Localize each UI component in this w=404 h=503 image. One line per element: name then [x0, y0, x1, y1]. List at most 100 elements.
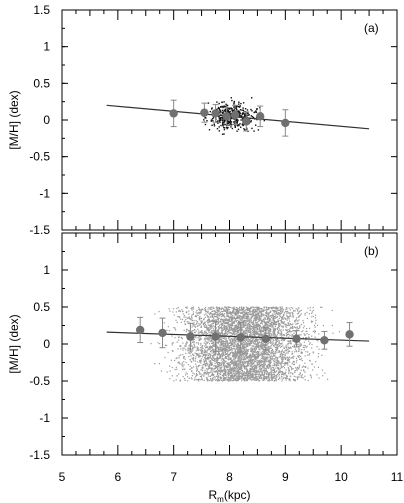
scatter-point	[206, 371, 208, 373]
scatter-point	[245, 331, 248, 333]
scatter-point	[241, 365, 243, 367]
panel-a-y-axis: 1.510.50-0.5-1-1.5	[29, 3, 398, 237]
scatter-point	[273, 373, 275, 375]
scatter-point	[226, 312, 228, 314]
scatter-point	[254, 379, 256, 381]
scatter-point	[221, 324, 223, 327]
scatter-point	[249, 342, 252, 344]
scatter-point	[225, 103, 227, 105]
scatter-point	[211, 346, 214, 349]
scatter-point	[219, 313, 221, 316]
scatter-point	[207, 363, 209, 365]
scatter-point	[199, 375, 202, 378]
scatter-point	[273, 310, 275, 313]
scatter-point	[291, 334, 293, 336]
scatter-point	[239, 115, 242, 117]
scatter-point	[288, 360, 290, 362]
scatter-point	[223, 315, 225, 317]
scatter-point	[315, 361, 317, 363]
scatter-point	[236, 310, 238, 312]
scatter-point	[248, 324, 250, 326]
scatter-point	[271, 349, 274, 351]
scatter-point	[243, 330, 245, 332]
scatter-point	[239, 309, 241, 311]
scatter-point	[177, 361, 179, 364]
scatter-point	[247, 112, 249, 115]
scatter-point	[274, 335, 276, 337]
scatter-point	[216, 311, 218, 314]
scatter-point	[189, 350, 192, 352]
scatter-point	[241, 316, 243, 318]
scatter-point	[280, 365, 282, 367]
scatter-point	[228, 377, 230, 379]
scatter-point	[246, 352, 248, 354]
scatter-point	[239, 360, 241, 362]
scatter-point	[205, 313, 207, 315]
scatter-point	[294, 331, 296, 333]
scatter-point	[218, 326, 220, 328]
scatter-point	[207, 328, 209, 330]
scatter-point	[247, 314, 249, 316]
scatter-point	[262, 369, 264, 371]
scatter-point	[198, 338, 200, 340]
scatter-point	[208, 348, 210, 351]
scatter-point	[220, 348, 222, 350]
scatter-point	[202, 323, 204, 326]
scatter-point	[258, 369, 260, 371]
scatter-point	[249, 311, 251, 313]
scatter-point	[242, 102, 245, 104]
scatter-point	[310, 377, 312, 379]
scatter-point	[267, 309, 269, 311]
scatter-point	[287, 352, 289, 354]
scatter-point	[269, 345, 271, 347]
scatter-point	[264, 343, 266, 345]
panel-b: 10.50-0.5-1-1.5 (b) [M/H] (dex)	[7, 232, 398, 462]
scatter-point	[261, 327, 263, 329]
scatter-point	[205, 362, 207, 364]
scatter-point	[300, 376, 302, 378]
scatter-point	[224, 352, 226, 354]
scatter-point	[269, 332, 271, 334]
scatter-point	[213, 319, 215, 322]
scatter-point	[222, 370, 224, 372]
scatter-point	[240, 360, 242, 362]
scatter-point	[238, 362, 241, 364]
scatter-point	[243, 361, 246, 363]
scatter-point	[192, 311, 194, 313]
scatter-point	[239, 321, 241, 323]
scatter-point	[209, 354, 211, 356]
scatter-point	[257, 350, 259, 353]
scatter-point	[235, 367, 237, 369]
scatter-point	[274, 307, 276, 309]
scatter-point	[200, 373, 202, 375]
scatter-point	[197, 349, 199, 352]
scatter-point	[244, 129, 246, 131]
scatter-point	[223, 327, 225, 329]
scatter-point	[196, 354, 198, 356]
scatter-point	[272, 315, 274, 317]
scatter-point	[182, 311, 184, 313]
scatter-point	[227, 322, 229, 324]
scatter-point	[268, 317, 270, 319]
scatter-point	[198, 373, 200, 375]
scatter-point	[207, 311, 209, 314]
scatter-point	[238, 326, 240, 328]
scatter-point	[289, 320, 291, 322]
scatter-point	[218, 322, 220, 324]
scatter-point	[228, 356, 230, 358]
scatter-point	[298, 356, 300, 358]
scatter-point	[233, 316, 235, 318]
scatter-point	[272, 355, 275, 357]
scatter-point	[256, 308, 258, 310]
scatter-point	[258, 335, 260, 337]
scatter-point	[244, 362, 246, 364]
scatter-point	[238, 101, 240, 103]
scatter-point	[210, 338, 213, 340]
scatter-point	[262, 354, 264, 356]
scatter-point	[280, 312, 282, 314]
scatter-point	[220, 362, 223, 364]
scatter-point	[237, 373, 239, 375]
scatter-point	[232, 331, 234, 333]
scatter-point	[251, 342, 253, 344]
scatter-point	[206, 342, 208, 344]
